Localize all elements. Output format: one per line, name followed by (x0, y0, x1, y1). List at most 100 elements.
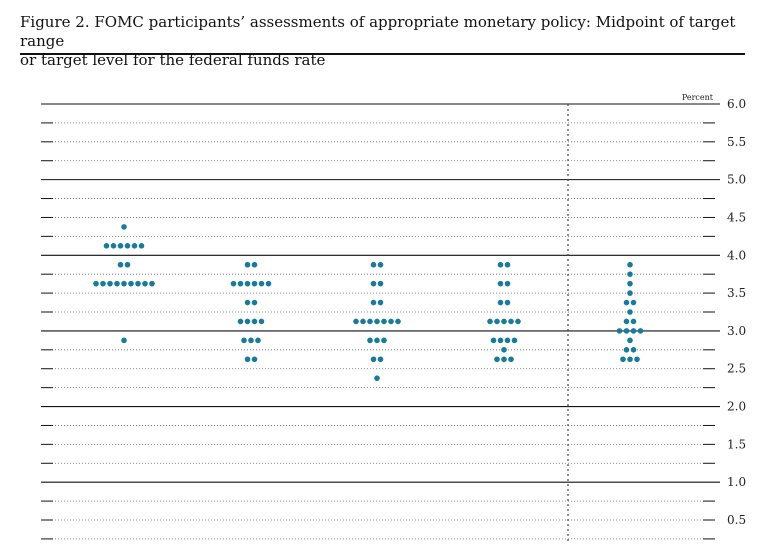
participant-dot (138, 243, 145, 249)
participant-dot (497, 337, 504, 344)
participant-dot (381, 337, 387, 344)
participant-dot (627, 261, 633, 268)
participant-dot (515, 318, 521, 325)
participant-dot (620, 356, 626, 363)
y-axis-ticks: 6.0 5.5 5.0 4.5 4.0 3.5 3.0 2.5 2.0 1.5 1.0 0.5 (727, 97, 746, 527)
participant-dot (93, 280, 99, 287)
figure-title: Figure 2. FOMC participants’ assessments… (20, 13, 740, 70)
participant-dot (623, 347, 630, 353)
y-tick-label: 5.0 (727, 173, 746, 187)
participant-dot (370, 280, 377, 287)
participant-dot (237, 318, 244, 325)
participant-dot (501, 318, 507, 325)
participant-dot (244, 299, 251, 306)
participant-dot (114, 280, 120, 287)
dot-column (93, 224, 155, 344)
figure-title-line-2: or target level for the federal funds ra… (20, 51, 326, 69)
dot-column (487, 261, 521, 363)
participant-dot (508, 318, 514, 325)
participant-dot (630, 347, 637, 353)
participant-dot (374, 375, 380, 381)
dot-column (353, 261, 401, 381)
participant-dot (117, 261, 124, 268)
participant-dot (494, 318, 500, 325)
participant-dot (504, 261, 511, 268)
y-tick-label: 1.5 (727, 437, 746, 451)
participant-dot (381, 318, 387, 325)
participant-dot (370, 299, 377, 306)
participant-dot (616, 328, 623, 334)
participant-dot (251, 356, 258, 363)
participant-dot (107, 280, 113, 287)
participant-dot (508, 356, 514, 363)
participant-dot (370, 261, 377, 268)
participant-dot (131, 243, 138, 249)
grid-layer (41, 103, 720, 540)
participant-dot (237, 280, 244, 287)
participant-dot (630, 328, 637, 334)
participant-dot (504, 280, 511, 287)
y-tick-label: 3.5 (727, 286, 746, 300)
participant-dot (490, 337, 497, 344)
participant-dot (241, 337, 247, 344)
participant-dot (265, 280, 272, 287)
dot-column (230, 261, 272, 363)
participant-dot (637, 328, 644, 334)
participant-dot (124, 243, 131, 249)
participant-dot (230, 280, 237, 287)
participant-dot (121, 280, 127, 287)
participant-dot (623, 299, 630, 306)
participant-dot (627, 356, 633, 363)
participant-dot (360, 318, 366, 325)
participant-dot (100, 280, 106, 287)
participant-dot (501, 347, 507, 353)
y-tick-label: 6.0 (727, 97, 746, 111)
y-tick-label: 1.0 (727, 475, 746, 489)
participant-dot (377, 299, 384, 306)
participant-dot (135, 280, 141, 287)
y-tick-label: 2.0 (727, 400, 746, 414)
participant-dot (627, 280, 633, 287)
participant-dot (142, 280, 148, 287)
participant-dot (377, 280, 384, 287)
participant-dot (121, 337, 127, 344)
y-tick-label: 0.5 (727, 513, 746, 527)
participant-dot (630, 299, 637, 306)
participant-dot (367, 337, 373, 344)
participant-dot (395, 318, 401, 325)
participant-dot (623, 328, 630, 334)
participant-dot (251, 299, 258, 306)
participant-dot (258, 280, 265, 287)
participant-dot (124, 261, 131, 268)
participant-dot (377, 356, 384, 363)
participant-dot (367, 318, 373, 325)
y-tick-label: 3.0 (727, 324, 746, 338)
participant-dot (149, 280, 155, 287)
participant-dot (627, 290, 633, 296)
participant-dot (251, 280, 258, 287)
dot-layer (93, 224, 644, 381)
participant-dot (504, 337, 511, 344)
participant-dot (244, 280, 251, 287)
participant-dot (630, 318, 637, 325)
participant-dot (251, 261, 258, 268)
participant-dot (103, 243, 110, 249)
participant-dot (251, 318, 258, 325)
participant-dot (497, 261, 504, 268)
participant-dot (627, 271, 633, 277)
participant-dot (244, 318, 251, 325)
participant-dot (374, 318, 380, 325)
participant-dot (511, 337, 518, 344)
participant-dot (487, 318, 493, 325)
participant-dot (497, 299, 504, 306)
participant-dot (117, 243, 124, 249)
participant-dot (627, 309, 633, 315)
unit-label: Percent (682, 93, 714, 102)
participant-dot (377, 261, 384, 268)
figure-title-line-1: Figure 2. FOMC participants’ assessments… (20, 13, 736, 50)
participant-dot (388, 318, 394, 325)
participant-dot (634, 356, 640, 363)
participant-dot (244, 261, 251, 268)
participant-dot (504, 299, 511, 306)
